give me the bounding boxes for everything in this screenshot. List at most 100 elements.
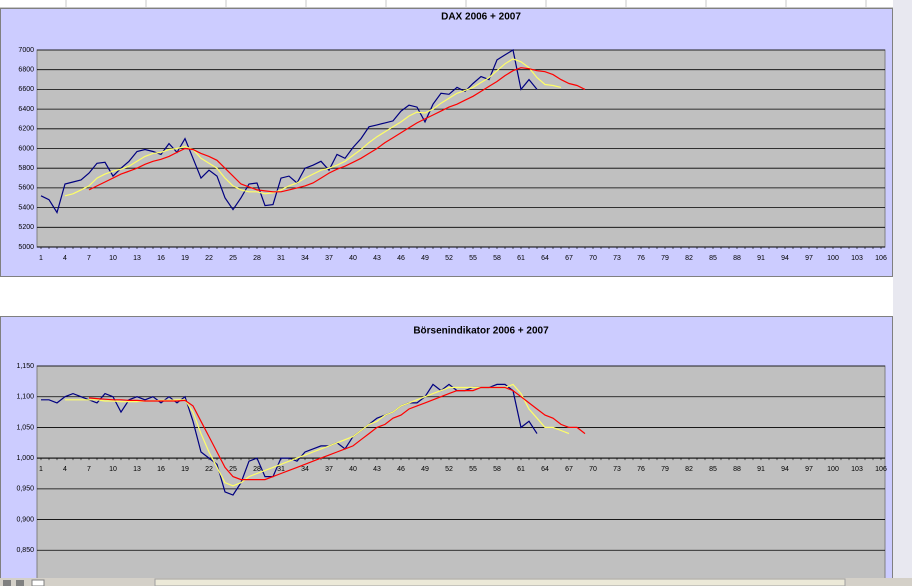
header-strip [0, 0, 912, 8]
y-tick-label: 1,000 [16, 455, 34, 462]
y-tick-label: 0,950 [16, 486, 34, 493]
y-tick-label: 6200 [18, 126, 34, 133]
y-tick-label: 6000 [18, 145, 34, 152]
x-tick-label: 67 [565, 255, 573, 262]
tab-icon[interactable] [31, 579, 45, 586]
y-tick-label: 6600 [18, 86, 34, 93]
x-tick-label: 79 [661, 255, 669, 262]
x-tick-label: 97 [805, 255, 813, 262]
x-tick-label: 22 [205, 466, 213, 473]
x-tick-label: 46 [397, 466, 405, 473]
x-tick-label: 85 [709, 466, 717, 473]
x-tick-label: 94 [781, 255, 789, 262]
x-tick-label: 34 [301, 466, 309, 473]
x-tick-label: 103 [851, 466, 863, 473]
x-tick-label: 46 [397, 255, 405, 262]
x-tick-label: 43 [373, 466, 381, 473]
x-tick-label: 70 [589, 466, 597, 473]
x-tick-label: 100 [827, 255, 839, 262]
x-tick-label: 91 [757, 255, 765, 262]
x-tick-label: 55 [469, 466, 477, 473]
x-tick-label: 73 [613, 255, 621, 262]
chart-title: Börsenindikator 2006 + 2007 [413, 326, 549, 337]
x-tick-label: 43 [373, 255, 381, 262]
y-tick-label: 6800 [18, 67, 34, 74]
x-tick-label: 40 [349, 255, 357, 262]
y-tick-label: 5200 [18, 224, 34, 231]
x-tick-label: 34 [301, 255, 309, 262]
x-tick-label: 31 [277, 255, 285, 262]
x-tick-label: 64 [541, 466, 549, 473]
y-tick-label: 0,850 [16, 547, 34, 554]
x-tick-label: 31 [277, 466, 285, 473]
x-tick-label: 85 [709, 255, 717, 262]
x-tick-label: 79 [661, 466, 669, 473]
x-tick-label: 28 [253, 255, 261, 262]
x-tick-label: 58 [493, 255, 501, 262]
x-tick-label: 88 [733, 466, 741, 473]
x-tick-label: 61 [517, 466, 525, 473]
x-tick-label: 10 [109, 255, 117, 262]
x-tick-label: 4 [63, 255, 67, 262]
y-tick-label: 5800 [18, 165, 34, 172]
series-line [88, 67, 586, 193]
x-tick-label: 70 [589, 255, 597, 262]
x-tick-label: 106 [875, 466, 887, 473]
x-tick-label: 103 [851, 255, 863, 262]
x-tick-label: 10 [109, 466, 117, 473]
y-tick-label: 7000 [18, 47, 34, 54]
tab-icon[interactable] [16, 580, 24, 586]
x-tick-label: 97 [805, 466, 813, 473]
x-tick-label: 19 [181, 466, 189, 473]
x-tick-label: 1 [39, 255, 43, 262]
x-tick-label: 73 [613, 466, 621, 473]
series-line [41, 383, 538, 496]
scrollbar[interactable] [154, 578, 846, 586]
y-tick-label: 0,900 [16, 516, 34, 523]
x-tick-label: 37 [325, 466, 333, 473]
x-tick-label: 67 [565, 466, 573, 473]
x-tick-label: 82 [685, 466, 693, 473]
series-line [64, 58, 562, 197]
x-tick-label: 64 [541, 255, 549, 262]
series-line [40, 49, 538, 214]
chart-title: DAX 2006 + 2007 [441, 12, 521, 23]
x-tick-label: 76 [637, 255, 645, 262]
x-tick-label: 76 [637, 466, 645, 473]
x-tick-label: 61 [517, 255, 525, 262]
x-tick-label: 16 [157, 255, 165, 262]
x-tick-label: 91 [757, 466, 765, 473]
y-tick-label: 5400 [18, 204, 34, 211]
x-tick-label: 49 [421, 466, 429, 473]
tab-icon[interactable] [3, 580, 11, 586]
x-tick-label: 22 [205, 255, 213, 262]
x-tick-label: 25 [229, 466, 237, 473]
right-edge [893, 0, 912, 586]
x-tick-label: 13 [133, 255, 141, 262]
status-bar [0, 578, 912, 586]
x-tick-label: 16 [157, 466, 165, 473]
x-tick-label: 28 [253, 466, 261, 473]
x-tick-label: 7 [87, 466, 91, 473]
x-tick-label: 52 [445, 255, 453, 262]
y-tick-label: 1,150 [16, 363, 34, 370]
x-tick-label: 4 [63, 466, 67, 473]
plot-area [36, 365, 886, 582]
x-tick-label: 1 [39, 466, 43, 473]
x-tick-label: 88 [733, 255, 741, 262]
y-tick-label: 5000 [18, 244, 34, 251]
x-tick-label: 55 [469, 255, 477, 262]
y-tick-label: 1,100 [16, 394, 34, 401]
x-tick-label: 7 [87, 255, 91, 262]
x-tick-label: 82 [685, 255, 693, 262]
x-tick-label: 100 [827, 466, 839, 473]
y-tick-label: 1,050 [16, 424, 34, 431]
x-tick-label: 106 [875, 255, 887, 262]
x-tick-label: 94 [781, 466, 789, 473]
x-tick-label: 37 [325, 255, 333, 262]
series-line [88, 386, 586, 481]
x-tick-label: 40 [349, 466, 357, 473]
